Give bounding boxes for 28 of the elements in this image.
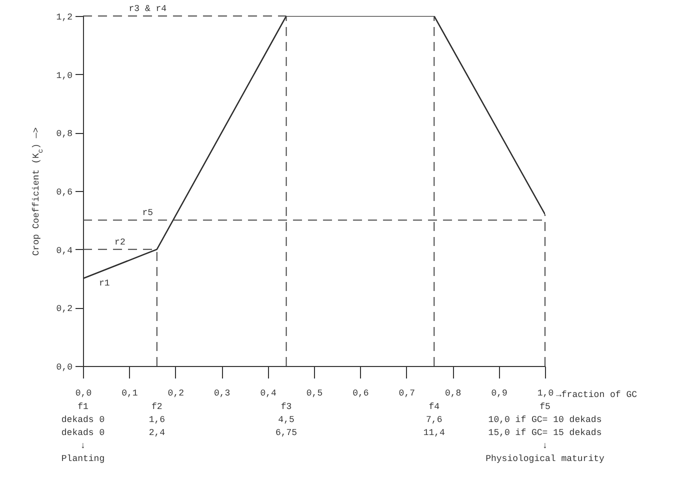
x-axis-title: →fraction of GC — [556, 390, 638, 400]
y-tick-label: 1,0 — [56, 70, 72, 81]
x-tick-label: 0,0 — [75, 388, 92, 398]
ref-line-label: r3 & r4 — [128, 4, 167, 14]
ref-line-label: r2 — [114, 237, 126, 248]
y-tick-label: 0,4 — [56, 246, 72, 256]
x-tick-label: 0,2 — [168, 388, 184, 398]
ref-line-label: r5 — [142, 208, 154, 218]
y-tick-label: 0,8 — [56, 129, 72, 140]
text: f1 dekads 0 dekads 0 ↓ Planting — [61, 402, 105, 464]
x-tick-label: 0,4 — [260, 388, 276, 398]
x-tick-label: 0,7 — [398, 388, 415, 398]
x-tick-label: 0,9 — [491, 388, 508, 398]
x-tick-label: 0,6 — [352, 388, 369, 398]
text: f2 1,6 2,4 — [148, 402, 166, 438]
x-tick-label: 0,8 — [445, 388, 462, 398]
x-tick-label: 0,3 — [214, 388, 230, 398]
text: f3 4,5 6,75 — [275, 402, 298, 438]
y-tick-label: 0,6 — [56, 188, 72, 198]
x-tick-label: 0,5 — [306, 388, 323, 398]
x-tick-label: 1,0 — [537, 388, 554, 398]
text: f4 7,6 11,4 — [423, 402, 445, 438]
y-tick-label: 1,2 — [56, 12, 72, 22]
text: f5 10,0 if GC= 10 dekads 15,0 if GC= 15 dekads ↓ Physiological maturity — [486, 402, 606, 464]
y-tick-label: 0,2 — [56, 304, 72, 314]
annotation: r1 — [99, 278, 110, 288]
x-tick-label: 0,1 — [122, 388, 138, 398]
y-tick-label: 0,0 — [56, 362, 72, 372]
